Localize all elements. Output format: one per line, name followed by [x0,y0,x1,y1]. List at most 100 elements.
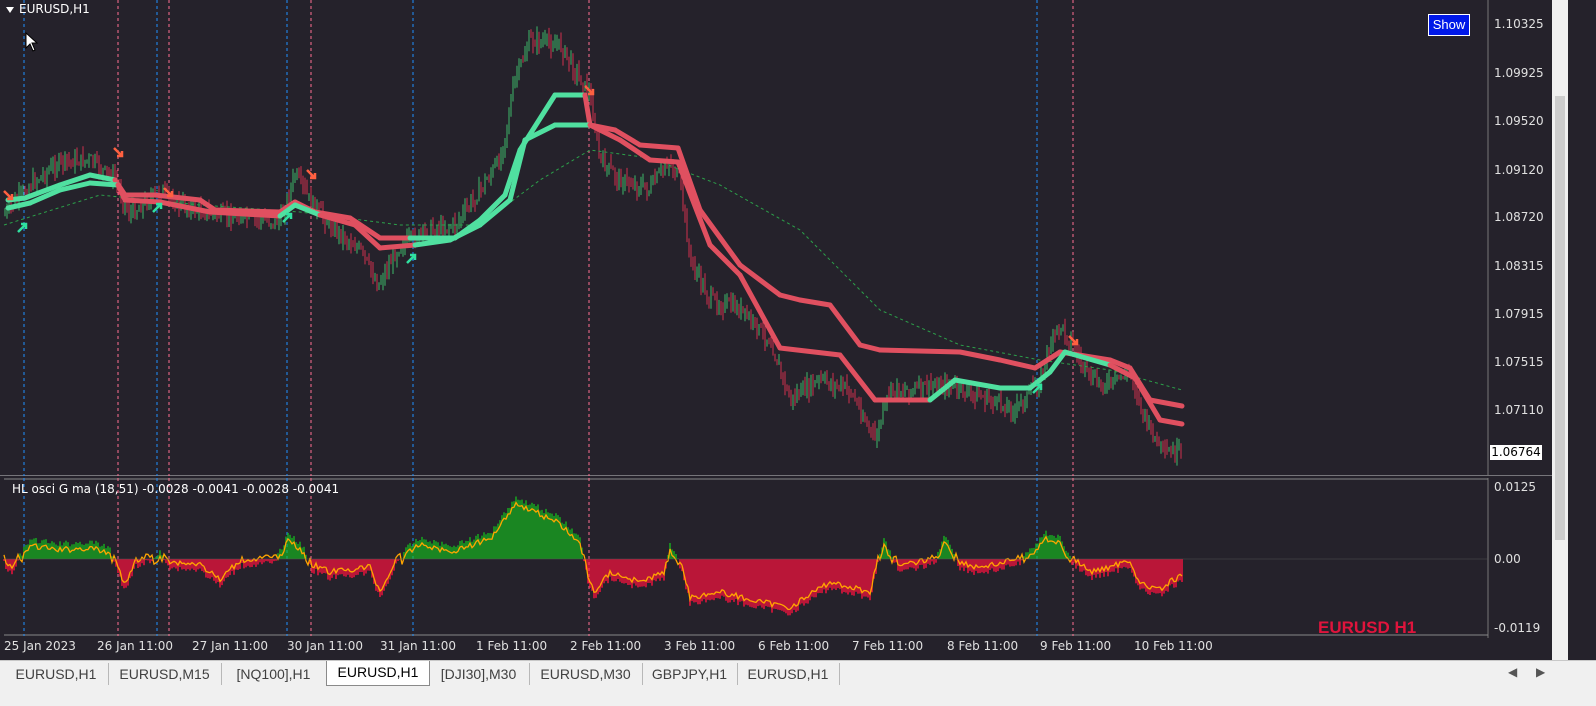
symbol-label[interactable]: EURUSD,H1 [6,2,90,16]
time-tick-label: 30 Jan 11:00 [287,639,363,653]
upper-band-segment [57,172,93,188]
arrow-up-icon [17,222,28,233]
oscillator-tick-label: 0.00 [1494,552,1521,566]
price-tick-label: 1.09120 [1494,163,1544,177]
tab-scroll-right-icon[interactable]: ▶ [1536,665,1546,679]
lower-band-segment [57,180,93,193]
oscillator-tick-label: 0.0125 [1494,480,1536,494]
time-tick-label: 3 Feb 11:00 [664,639,736,653]
price-tick-label: 1.08315 [1494,259,1544,273]
lower-band-segment [122,197,163,205]
lower-band-segment [412,237,453,248]
lower-band-segment [1027,369,1053,391]
upper-band-segment [777,292,803,303]
chart-tab[interactable]: EURUSD,H1 [737,663,840,685]
vertical-scrollbar[interactable] [1552,0,1568,660]
lower-band-segment [777,345,843,358]
price-chart[interactable] [0,0,1552,476]
lower-band-segment [1062,349,1113,368]
lower-band-segment [647,157,681,165]
chart-tab[interactable]: EURUSD,H1 [4,663,109,685]
arrow-up-icon [152,202,163,213]
oscillator-chart[interactable] [0,478,1552,638]
indicator-label: HL osci G ma (18,51) -0.0028 -0.0041 -0.… [12,482,340,496]
arrow-down-icon [3,190,14,201]
upper-band-segment [997,357,1038,371]
lower-band-segment [675,159,713,248]
arrow-down-icon [1068,335,1079,346]
upper-band-segment [737,262,783,298]
lower-band-segment [317,212,358,228]
arrow-down-icon [306,169,317,180]
lower-band-segment [1157,417,1185,427]
upper-band-segment [212,207,283,215]
lower-band-segment [617,137,653,163]
moving-average-line [3,149,1183,391]
lower-band-segment [522,122,558,143]
time-tick-label: 7 Feb 11:00 [852,639,924,653]
lower-band-segment [5,200,33,211]
chart-tab[interactable]: [NQ100],H1 [221,663,327,685]
arrow-up-icon [406,253,417,264]
upper-band-segment [152,192,203,203]
lower-band [5,122,1185,427]
chart-watermark: EURUSD H1 [1318,618,1417,637]
upper-band-segment [637,142,681,151]
lower-band-segment [507,137,528,203]
arrow-down-icon [113,147,124,158]
lower-band-segment [292,202,323,218]
chart-window[interactable]: EURUSD,H1 Show HL osci G ma (18,51) -0.0… [0,0,1596,660]
upper-band-segment [957,349,1003,363]
time-tick-label: 10 Feb 11:00 [1134,639,1213,653]
lower-band-segment [157,199,213,215]
chart-tab[interactable]: GBPJPY,H1 [642,663,738,685]
oscillator-tick-label: -0.0119 [1494,621,1541,635]
lower-band-segment [115,182,128,203]
upper-band-segment [1032,349,1063,371]
chart-tab[interactable]: EURUSD,M15 [108,663,222,685]
upper-band-segment [797,297,833,308]
lower-band-segment [1107,362,1138,381]
show-button[interactable]: Show [1428,14,1470,36]
price-tick-label: 1.09520 [1494,114,1544,128]
time-tick-label: 6 Feb 11:00 [758,639,830,653]
upper-band-segment [1147,397,1185,409]
upper-band-segment [347,215,383,241]
upper-band-segment [87,172,118,183]
lower-band-segment [447,222,483,243]
lower-band-segment [27,187,63,206]
time-tick-label: 9 Feb 11:00 [1040,639,1112,653]
lower-band-segment [377,242,418,251]
price-tick-label: 1.07515 [1494,355,1544,369]
chart-tab[interactable]: EURUSD,M30 [529,663,643,685]
price-tick-label: 1.10325 [1494,17,1544,31]
upper-band-segment [502,147,523,198]
upper-band-segment [277,199,298,215]
upper-band-segment [877,347,963,355]
lower-band-segment [277,202,298,219]
upper-band [5,92,1185,409]
chart-tab[interactable]: EURUSD,H1 [326,661,430,686]
tab-scroll-left-icon[interactable]: ◀ [1508,665,1518,679]
lower-band-segment [87,180,121,188]
upper-band-segment [697,207,743,268]
chart-tab-bar: EURUSD,H1 EURUSD,M15 [NQ100],H1 EURUSD,H1 [D… [0,660,1596,706]
upper-band-segment [857,342,883,353]
upper-band-segment [675,145,703,213]
upper-band-segment [612,127,643,148]
time-tick-label: 25 Jan 2023 [4,639,76,653]
lower-band-segment [927,377,958,403]
lower-band-segment [707,242,743,278]
lower-band-segment [587,122,623,143]
upper-band-segment [827,302,863,348]
chart-tab[interactable]: [DJI30],M30 [428,663,530,685]
lower-band-segment [1047,349,1068,375]
lower-band-segment [477,197,513,228]
lower-band-segment [1132,375,1163,423]
lower-band-segment [737,272,783,351]
lower-band-segment [837,352,878,403]
dropdown-caret-icon[interactable] [6,6,14,13]
oscillator-histogram [3,496,1183,616]
time-tick-label: 26 Jan 11:00 [97,639,173,653]
upper-band-segment [22,182,63,201]
